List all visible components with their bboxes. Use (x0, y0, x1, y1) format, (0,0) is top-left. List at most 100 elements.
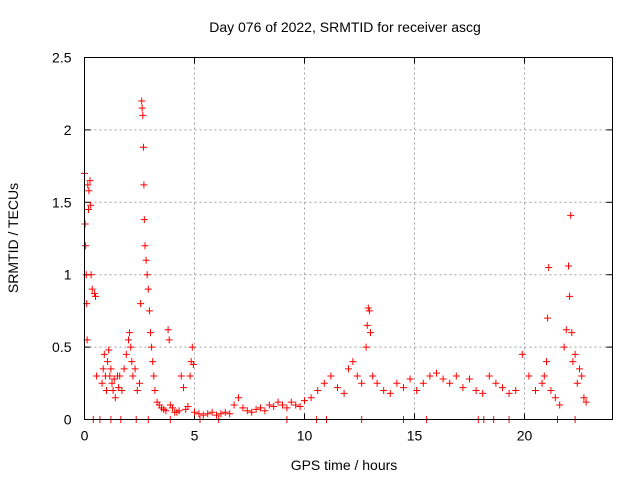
data-point (573, 379, 581, 387)
data-point (358, 379, 366, 387)
data-point (406, 375, 414, 383)
data-point (107, 365, 115, 373)
data-point (367, 329, 374, 337)
data-point (226, 410, 234, 418)
chart-title: Day 076 of 2022, SRMTID for receiver asc… (209, 19, 481, 35)
y-axis-label: SRMTID / TECUs (5, 183, 21, 293)
data-point (115, 384, 123, 392)
data-point (98, 379, 106, 387)
data-point (177, 372, 185, 380)
data-point (127, 343, 135, 351)
data-point (139, 111, 147, 119)
data-point (103, 387, 110, 395)
data-point (84, 206, 92, 214)
data-point (86, 177, 94, 185)
data-point (365, 307, 373, 315)
data-point (235, 394, 242, 402)
data-point (199, 411, 207, 419)
data-point (217, 410, 225, 418)
data-point (188, 343, 196, 351)
data-point (128, 358, 136, 366)
data-point (81, 220, 89, 228)
data-point (136, 379, 143, 387)
data-point (257, 404, 264, 412)
data-point (292, 401, 300, 409)
data-point (180, 384, 187, 392)
data-point (364, 304, 372, 312)
data-point (327, 372, 335, 380)
data-point (419, 379, 427, 387)
data-point (243, 407, 251, 415)
data-point (140, 181, 148, 189)
data-point (252, 405, 260, 413)
data-point (307, 394, 315, 402)
data-point (92, 292, 99, 300)
data-point (363, 321, 371, 329)
data-point (111, 394, 119, 402)
data-point (571, 350, 579, 358)
data-point (466, 375, 473, 383)
data-point (175, 407, 183, 415)
data-point (373, 379, 381, 387)
data-point (88, 285, 96, 293)
y-tick-label: 0 (64, 412, 72, 428)
data-point (505, 389, 513, 397)
y-tick-label: 1 (64, 267, 72, 283)
y-tick-label: 0.5 (52, 339, 72, 355)
x-tick-label: 20 (517, 428, 533, 444)
data-point (369, 372, 377, 380)
data-point (104, 358, 112, 366)
data-point (512, 387, 520, 395)
data-point (485, 372, 493, 380)
data-point (345, 365, 352, 373)
data-point (413, 387, 421, 395)
data-point (279, 401, 286, 409)
data-point (105, 346, 113, 354)
data-point (142, 256, 150, 264)
data-point (547, 387, 555, 395)
data-point (151, 387, 159, 395)
data-point (582, 398, 590, 406)
data-point (108, 379, 116, 387)
data-point (239, 404, 247, 412)
data-point (186, 372, 194, 380)
x-tick-label: 0 (81, 428, 89, 444)
data-point (556, 401, 564, 409)
data-point (164, 326, 172, 334)
data-point (149, 358, 157, 366)
data-point (165, 336, 173, 344)
data-point (580, 394, 588, 402)
data-point (532, 387, 539, 395)
data-point (261, 407, 269, 415)
data-point (518, 350, 526, 358)
data-point (538, 379, 546, 387)
y-tick-label: 2 (64, 122, 72, 138)
data-points (81, 97, 590, 423)
data-point (140, 216, 148, 224)
data-point (362, 343, 370, 351)
data-point (525, 372, 533, 380)
data-point (287, 398, 295, 406)
data-point (162, 407, 170, 415)
grid-lines (84, 57, 613, 420)
data-point (433, 369, 440, 377)
plot-frame (84, 57, 613, 420)
data-point (499, 384, 506, 392)
data-point (578, 372, 586, 380)
data-point (569, 358, 577, 366)
data-point (116, 372, 124, 380)
data-point (85, 187, 93, 195)
data-point (380, 387, 388, 395)
data-point (452, 372, 460, 380)
data-point (147, 329, 154, 337)
data-point (169, 404, 176, 412)
data-point (566, 292, 574, 300)
data-point (150, 372, 158, 380)
data-point (439, 375, 447, 383)
data-point (459, 384, 467, 392)
data-point (296, 402, 304, 410)
data-point (576, 365, 583, 373)
data-point (118, 387, 126, 395)
y-tick-label: 1.5 (52, 194, 72, 210)
